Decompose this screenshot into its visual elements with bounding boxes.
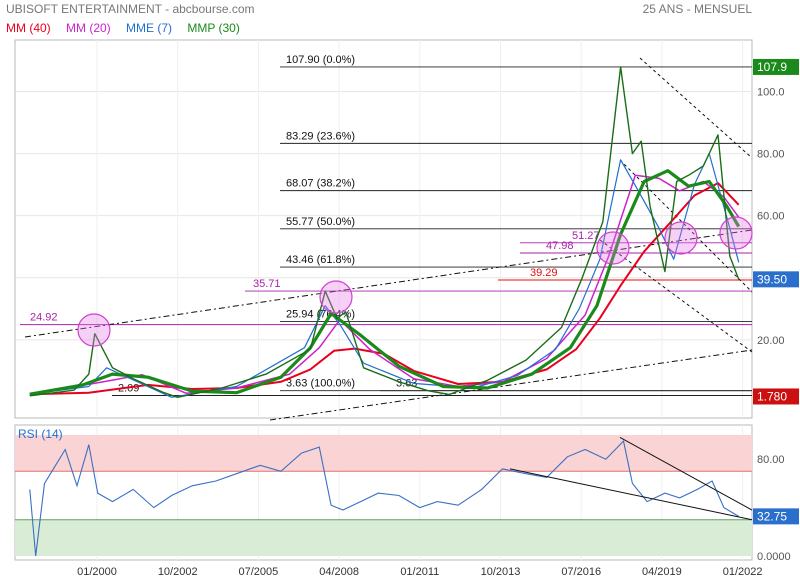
fibonacci-label: 107.90 (0.0%)	[286, 54, 355, 66]
legend: MM (40) MM (20) MME (7) MMP (30)	[6, 21, 252, 35]
last-price-tag-bg	[753, 271, 799, 288]
legend-mm20: MM (20)	[66, 21, 111, 35]
y-tick-label: 100.0	[757, 86, 785, 98]
series-line-4	[29, 66, 740, 398]
x-tick-label: 04/2008	[319, 566, 359, 578]
level-label: 2.09	[118, 383, 139, 395]
fibonacci-label: 43.46 (61.8%)	[286, 254, 355, 266]
fibonacci-label: 55.77 (50.0%)	[286, 216, 355, 228]
trend-line-upper	[24, 229, 753, 338]
legend-mme7: MME (7)	[126, 21, 173, 35]
level-label: 35.71	[253, 278, 281, 290]
y-tick-label: 80.00	[757, 149, 785, 161]
series-line-2	[29, 153, 740, 398]
highlight-circle	[664, 221, 698, 255]
x-tick-label: 04/2019	[642, 566, 682, 578]
rsi-tick-80: 80.00	[757, 454, 785, 466]
max-price-tag: 107.9	[757, 60, 787, 74]
rsi-trend-lower	[509, 468, 753, 521]
x-tick-label: 07/2005	[239, 566, 279, 578]
rsi-series-line	[29, 439, 739, 557]
legend-mmp30: MMP (30)	[187, 21, 240, 35]
highlight-circle	[596, 231, 630, 265]
rsi-last-tag: 32.75	[757, 509, 787, 523]
level-label: 24.92	[30, 312, 58, 324]
channel-down-2	[619, 159, 753, 293]
rsi-panel-frame	[14, 424, 753, 561]
fibonacci-label: 68.07 (38.2%)	[286, 178, 355, 190]
highlight-circle	[319, 280, 353, 314]
x-tick-label: 07/2016	[561, 566, 601, 578]
series-line-0	[29, 182, 740, 396]
fibonacci-label: 3.63 (100.0%)	[286, 378, 355, 390]
highlight-circle	[77, 313, 111, 347]
y-tick-label: 60.00	[757, 211, 785, 223]
series-line-3	[29, 169, 741, 396]
period-label: 25 ANS - MENSUEL	[642, 2, 752, 16]
trend-line-lower	[269, 349, 753, 421]
rsi-overbought-zone	[15, 435, 752, 472]
max-price-tag-bg	[753, 58, 799, 75]
min-price-tag-bg	[753, 388, 799, 405]
level-label: 51.27	[572, 230, 600, 242]
min-price-tag: 1.780	[757, 389, 787, 403]
fibonacci-label: 83.29 (23.6%)	[286, 130, 355, 142]
chart-title: UBISOFT ENTERTAINMENT - abcbourse.com	[6, 2, 255, 16]
last-price-tag: 39.50	[757, 272, 787, 286]
legend-mm40: MM (40)	[6, 21, 51, 35]
rsi-oversold-zone	[15, 519, 752, 556]
level-label: 39.29	[530, 267, 558, 279]
y-tick-label: 20.00	[757, 335, 785, 347]
rsi-title: RSI (14)	[18, 427, 63, 441]
rsi-tick-0: 0.0000	[757, 551, 791, 563]
x-tick-label: 01/2000	[77, 566, 117, 578]
x-tick-label: 10/2013	[481, 566, 521, 578]
level-label: 47.98	[546, 240, 574, 252]
x-tick-label: 01/2022	[723, 566, 763, 578]
rsi-trend-upper	[619, 436, 753, 511]
highlight-circle	[719, 216, 753, 250]
x-tick-label: 10/2002	[158, 566, 198, 578]
channel-down-1	[639, 57, 753, 159]
rsi-last-tag-bg	[753, 508, 799, 525]
x-tick-label: 01/2011	[400, 566, 439, 578]
